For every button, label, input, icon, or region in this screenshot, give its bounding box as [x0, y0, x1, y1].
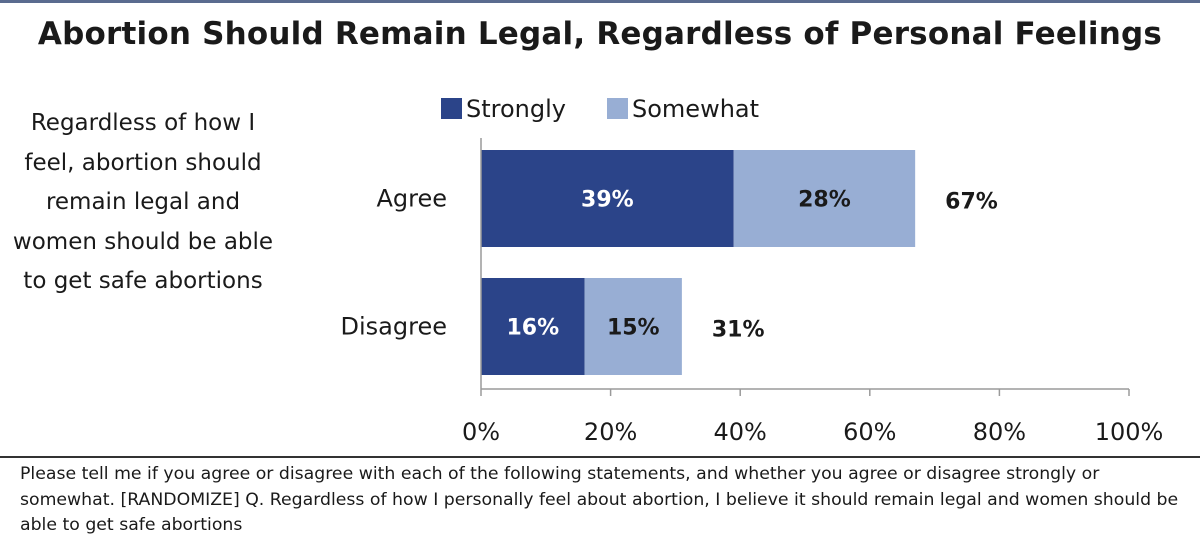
- question-footnote: Please tell me if you agree or disagree …: [0, 456, 1200, 546]
- top-rule: [0, 0, 1200, 3]
- total-label-agree: 67%: [945, 190, 998, 215]
- legend-swatch-strongly: [441, 98, 462, 119]
- legend-label-somewhat: Somewhat: [632, 95, 759, 123]
- category-label-agree: Agree: [376, 185, 447, 213]
- chart-title: Abortion Should Remain Legal, Regardless…: [37, 16, 1163, 52]
- legend: Strongly Somewhat: [441, 95, 759, 123]
- bar-agree-strongly: [481, 150, 734, 247]
- category-label-disagree: Disagree: [341, 313, 447, 341]
- x-tick-label: 100%: [1095, 418, 1164, 446]
- stacked-bar-chart: Strongly Somewhat Agree 39% 28% 67% Disagree…: [341, 95, 1164, 446]
- legend-swatch-somewhat: [607, 98, 628, 119]
- bar-disagree-somewhat: [584, 278, 682, 375]
- data-label-disagree-strongly: 16%: [507, 316, 560, 341]
- x-tick-label: 0%: [462, 418, 500, 446]
- total-label-disagree: 31%: [712, 318, 765, 343]
- data-label-agree-somewhat: 28%: [798, 188, 851, 213]
- bar-agree-somewhat: [733, 150, 916, 247]
- x-tick-label: 80%: [973, 418, 1026, 446]
- legend-label-strongly: Strongly: [466, 95, 566, 123]
- x-tick-label: 40%: [714, 418, 767, 446]
- data-label-disagree-somewhat: 15%: [607, 316, 660, 341]
- statement-text: Regardless of how I feel, abortion shoul…: [12, 110, 274, 294]
- x-tick-label: 20%: [584, 418, 637, 446]
- x-axis: 0% 20% 40% 60% 80% 100%: [462, 138, 1163, 446]
- data-label-agree-strongly: 39%: [581, 188, 634, 213]
- bars-group: Agree 39% 28% 67% Disagree 16% 15% 31%: [341, 150, 998, 375]
- bar-disagree-strongly: [481, 278, 585, 375]
- x-tick-label: 60%: [843, 418, 896, 446]
